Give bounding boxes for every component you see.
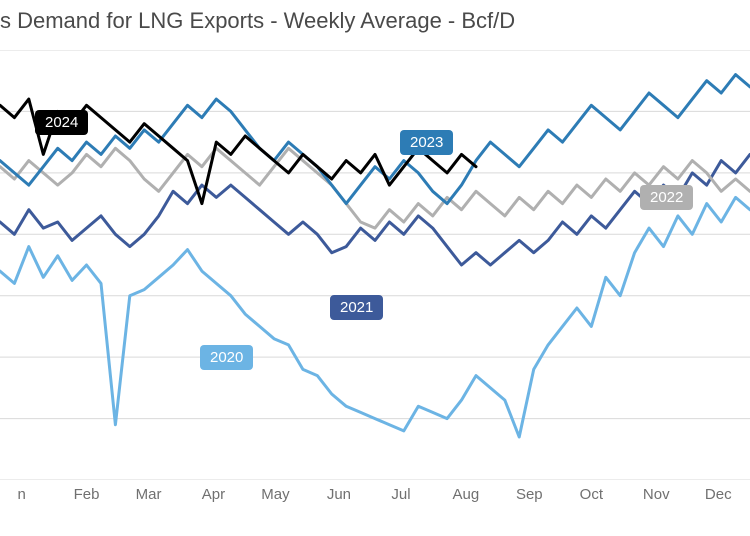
series-label-2020: 2020 [200,345,253,370]
series-label-2021: 2021 [330,295,383,320]
x-tick: Dec [705,486,732,503]
x-tick: Mar [136,486,162,503]
x-tick: Aug [453,486,480,503]
chart-svg [0,50,750,480]
x-tick: Sep [516,486,543,503]
x-axis: n Feb Mar Apr May Jun Jul Aug Sep Oct Nov Dec [0,486,750,516]
chart-title: s Demand for LNG Exports - Weekly Averag… [0,8,515,34]
x-tick: Apr [202,486,225,503]
x-tick: Jul [391,486,410,503]
plot-area: 2020 2021 2022 2023 2024 [0,50,750,480]
series-label-2022: 2022 [640,185,693,210]
x-tick: n [17,486,25,503]
x-tick: Oct [580,486,603,503]
x-tick: May [261,486,289,503]
series-2023 [0,75,750,204]
x-tick: Jun [327,486,351,503]
x-tick: Nov [643,486,670,503]
series-2022 [0,148,750,228]
x-tick: Feb [74,486,100,503]
series-label-2024: 2024 [35,110,88,135]
series-label-2023: 2023 [400,130,453,155]
lng-export-chart: s Demand for LNG Exports - Weekly Averag… [0,0,750,536]
